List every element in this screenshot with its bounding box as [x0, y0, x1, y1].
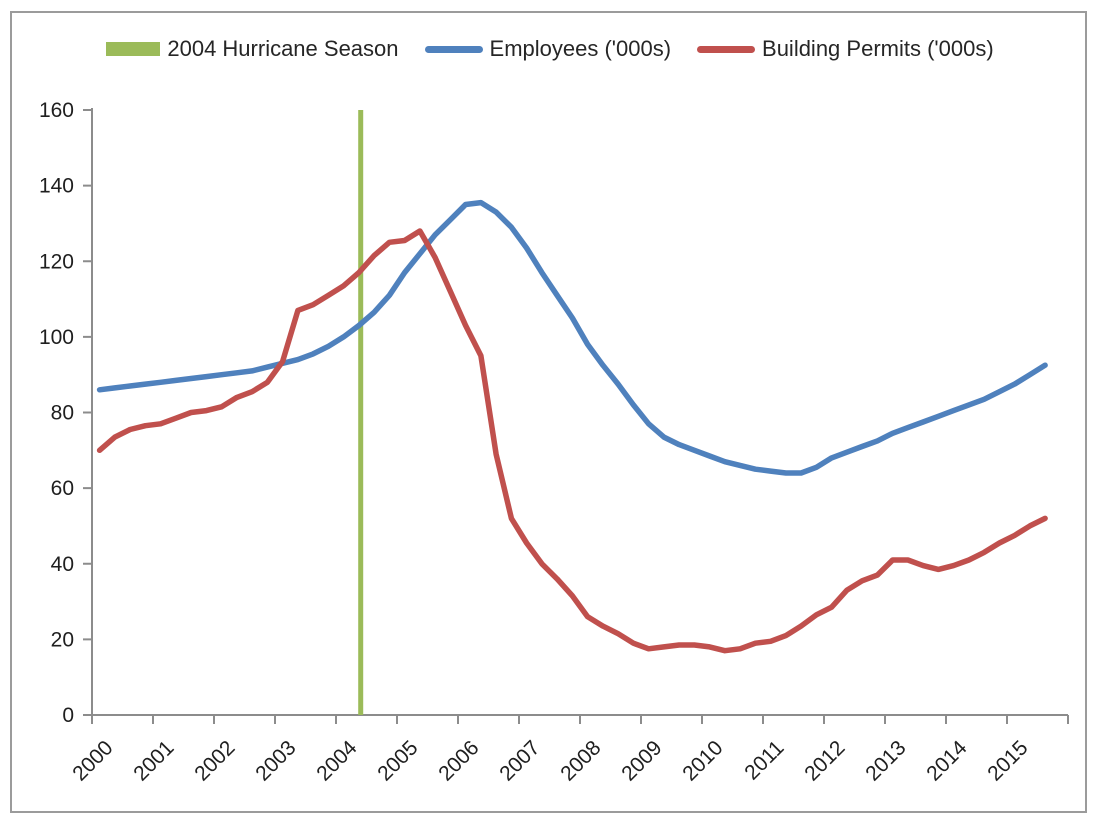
- x-axis-label: 2006: [434, 736, 483, 785]
- x-axis-label: 2014: [922, 736, 972, 786]
- legend-label: Building Permits ('000s): [762, 36, 994, 61]
- x-axis-label: 2013: [861, 736, 910, 785]
- x-axis-label: 2011: [740, 736, 788, 784]
- legend-label: Employees ('000s): [489, 36, 672, 61]
- y-axis-label: 100: [39, 326, 74, 349]
- x-axis-label: 2015: [983, 736, 1032, 785]
- legend-label: 2004 Hurricane Season: [167, 36, 399, 61]
- x-axis-label: 2010: [678, 736, 727, 785]
- legend-item: Employees ('000s): [424, 36, 672, 62]
- x-axis-label: 2005: [373, 736, 422, 785]
- y-axis-label: 80: [51, 402, 74, 425]
- x-axis-label: 2007: [495, 736, 544, 785]
- y-axis-label: 40: [51, 553, 74, 576]
- series-line-employees: [96, 199, 1048, 476]
- x-axis-label: 2012: [800, 736, 849, 785]
- legend-swatch-line: [697, 45, 756, 53]
- x-axis-label: 2004: [312, 736, 362, 786]
- legend-swatch-rect: [106, 42, 161, 56]
- x-axis-label: 2008: [556, 736, 605, 785]
- x-axis-label: 2009: [617, 736, 666, 785]
- x-axis-label: 2002: [190, 736, 239, 785]
- x-axis-label: 2000: [68, 736, 117, 785]
- x-axis-label: 2003: [251, 736, 300, 785]
- y-axis-label: 160: [39, 99, 74, 122]
- legend-swatch-line: [424, 45, 483, 53]
- y-axis-label: 20: [51, 628, 74, 651]
- x-axis-label: 2001: [129, 736, 178, 785]
- legend-item: 2004 Hurricane Season: [106, 36, 399, 62]
- y-axis-label: 120: [39, 250, 74, 273]
- y-axis-label: 140: [39, 175, 74, 198]
- legend-item: Building Permits ('000s): [697, 36, 994, 62]
- chart-legend: 2004 Hurricane Season Employees ('000s) Bu…: [0, 36, 1100, 62]
- y-axis-label: 60: [51, 477, 74, 500]
- y-axis-label: 0: [62, 704, 74, 727]
- series-line-building-permits: [96, 228, 1048, 654]
